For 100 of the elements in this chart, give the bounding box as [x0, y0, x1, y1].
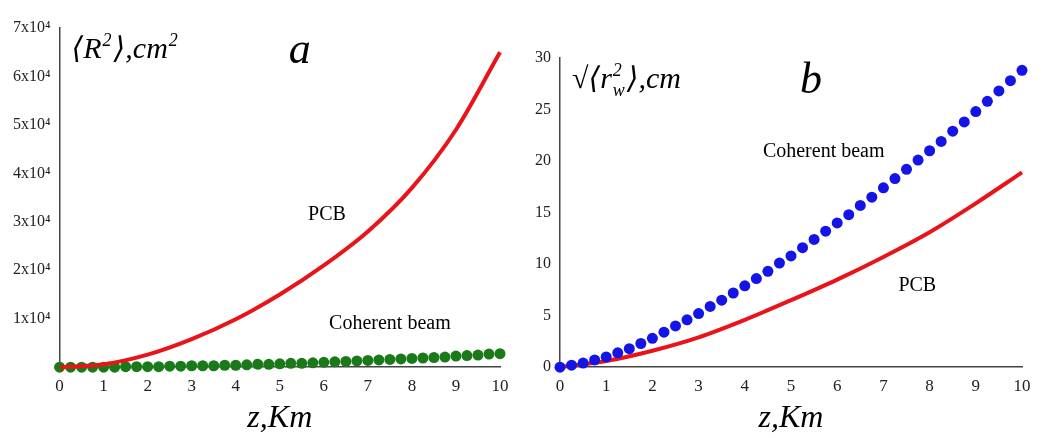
- point: [820, 225, 832, 237]
- point: [866, 191, 878, 203]
- y-tick-label: 2x10⁴: [13, 260, 51, 278]
- y-tick-label: 3x10⁴: [13, 212, 51, 230]
- point: [362, 354, 374, 366]
- x-tick-label: 1: [601, 375, 611, 395]
- x-axis-title: z,Km: [246, 398, 313, 435]
- point: [131, 361, 143, 373]
- point: [153, 361, 165, 373]
- point: [219, 359, 231, 371]
- point: [241, 359, 253, 371]
- point: [285, 357, 297, 369]
- x-tick-label: 8: [407, 375, 417, 395]
- point: [981, 95, 993, 107]
- point: [142, 361, 154, 373]
- point: [935, 135, 947, 147]
- point: [274, 358, 286, 370]
- point: [716, 294, 728, 306]
- point: [439, 351, 451, 363]
- point: [164, 360, 176, 372]
- x-tick-label: 6: [832, 375, 842, 395]
- y-tick-label: 7x10⁴: [13, 18, 51, 36]
- point: [658, 326, 670, 338]
- point: [912, 154, 924, 166]
- point: [307, 357, 319, 369]
- y-tick-label: 15: [535, 202, 551, 220]
- x-tick-label: 8: [925, 375, 934, 395]
- point: [901, 163, 912, 175]
- point: [351, 355, 363, 367]
- x-tick-label: 1: [99, 375, 108, 395]
- point: [296, 357, 308, 369]
- annotation: a: [288, 24, 311, 73]
- point: [554, 361, 566, 373]
- series-label: Coherent beam: [329, 311, 452, 334]
- point: [600, 351, 612, 363]
- x-tick-label: 10: [491, 375, 509, 395]
- point: [252, 358, 264, 370]
- point: [120, 361, 132, 373]
- x-tick-label: 10: [1013, 375, 1031, 395]
- y-tick-label: 0: [543, 357, 551, 375]
- point: [417, 352, 429, 364]
- point: [450, 350, 462, 362]
- point: [854, 199, 866, 211]
- point: [406, 352, 418, 364]
- point: [340, 355, 352, 367]
- y-tick-label: 25: [535, 99, 551, 117]
- x-tick-label: 7: [363, 375, 373, 395]
- point: [263, 358, 275, 370]
- point: [924, 145, 936, 157]
- point: [958, 116, 970, 128]
- x-tick-label: 3: [187, 375, 196, 395]
- point: [208, 360, 220, 372]
- series-label: PCB: [308, 201, 346, 224]
- point: [175, 360, 187, 372]
- point: [693, 308, 705, 320]
- point: [494, 348, 506, 360]
- point: [670, 320, 681, 332]
- y-tick-label: 6x10⁴: [13, 66, 51, 84]
- y-tick-label: 5x10⁴: [13, 115, 51, 133]
- x-tick-label: 7: [879, 375, 889, 395]
- point: [877, 182, 889, 194]
- point: [739, 280, 751, 292]
- y-tick-label: 5: [543, 305, 551, 323]
- point: [785, 250, 797, 262]
- point: [329, 356, 341, 368]
- point: [635, 338, 647, 349]
- point: [373, 354, 385, 366]
- point: [843, 209, 855, 221]
- x-tick-label: 2: [143, 375, 152, 395]
- point: [472, 349, 484, 361]
- x-tick-label: 6: [319, 375, 329, 395]
- point: [589, 354, 601, 366]
- point: [623, 343, 635, 355]
- point: [727, 287, 739, 299]
- point: [831, 217, 843, 229]
- point: [186, 360, 198, 372]
- point: [395, 353, 407, 365]
- x-tick-label: 9: [451, 375, 461, 395]
- point: [577, 357, 589, 369]
- point: [993, 85, 1005, 97]
- x-tick-label: 4: [740, 375, 750, 395]
- point: [808, 233, 820, 245]
- point: [704, 300, 716, 312]
- point: [483, 348, 495, 360]
- point: [1016, 64, 1028, 76]
- point: [566, 359, 578, 371]
- x-axis-title: z,Km: [757, 398, 824, 435]
- y-tick-label: 20: [535, 151, 551, 169]
- point: [947, 125, 959, 137]
- point: [762, 265, 774, 277]
- x-tick-label: 4: [231, 375, 241, 395]
- x-tick-label: 2: [648, 375, 657, 395]
- point: [384, 353, 396, 365]
- point: [797, 242, 809, 254]
- x-tick-label: 0: [55, 375, 64, 395]
- point: [750, 273, 762, 285]
- point: [1004, 75, 1016, 87]
- point: [461, 350, 473, 362]
- point: [428, 352, 440, 364]
- point: [646, 332, 658, 344]
